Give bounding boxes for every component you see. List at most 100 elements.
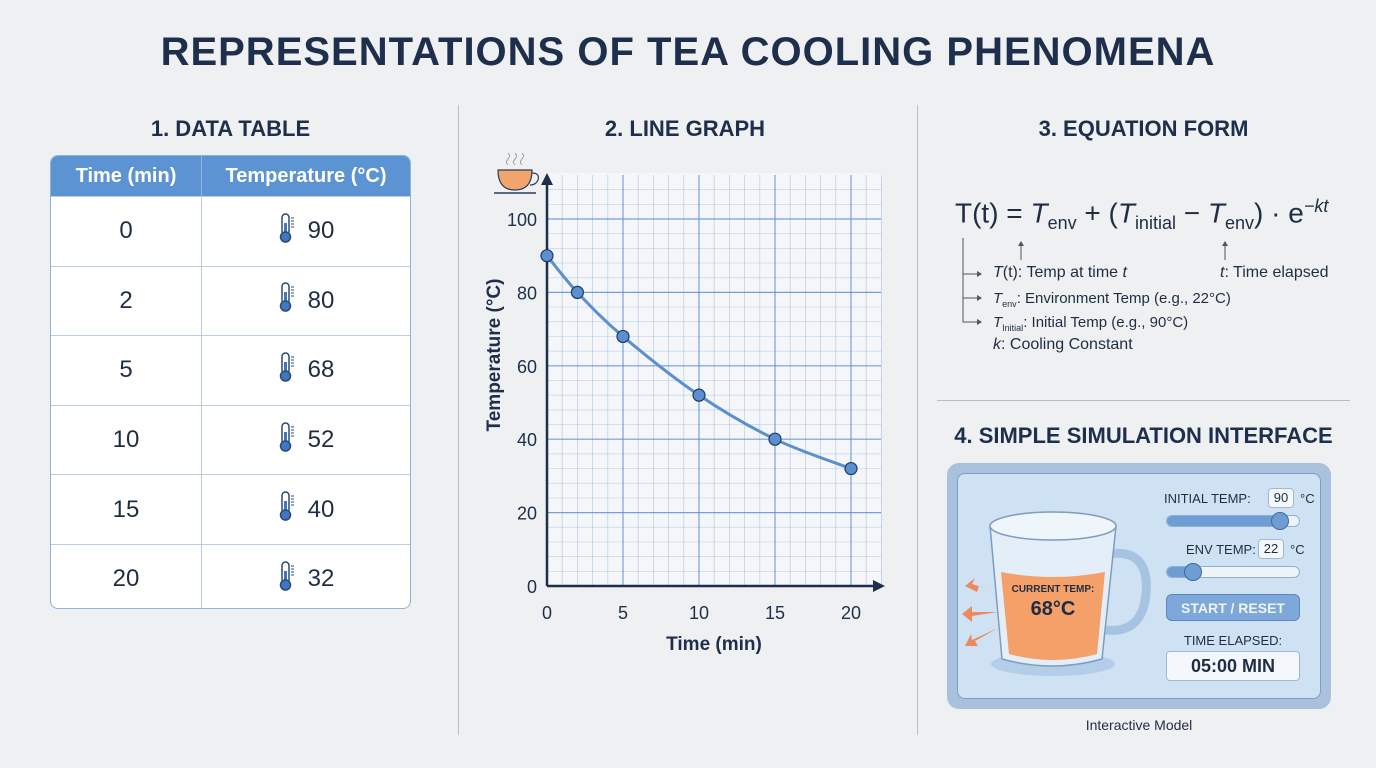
slider-handle[interactable] [1270,512,1289,530]
temperature-cell: 40 [202,475,410,544]
n: Initial [1002,323,1024,333]
note-t: t: Time elapsed [1220,264,1329,282]
x-axis-arrow [873,580,885,592]
table-row: 2 80 [51,265,410,336]
cooling-equation: T(t) = Tenv + (Tinitial − Tenv) · e−kt [955,196,1328,234]
temperature-value: 32 [307,565,335,593]
slider-fill [1167,567,1194,577]
plot-area [547,173,881,586]
y-tick-label: 20 [517,504,537,524]
table-row: 20 32 [51,543,410,608]
data-point [768,432,782,446]
temperature-cell: 80 [202,267,410,336]
x-tick-label: 15 [765,603,785,623]
annotation-arrows [962,238,1228,325]
eq-op: − [1175,197,1208,229]
temperature-cell: 32 [202,545,410,608]
table-row: 5 68 [51,335,410,405]
simulation-panel: CURRENT TEMP: 68°C INITIAL TEMP: 90 °C E… [947,463,1331,709]
n: : Initial Temp (e.g., 90°C) [1023,314,1189,331]
temperature-cell: 68 [202,336,410,405]
y-tick-label: 100 [507,210,537,230]
thermometer-icon [278,421,296,459]
data-point [616,329,630,344]
temperature-value: 90 [307,217,335,245]
n: : Time elapsed [1224,264,1329,281]
env-temp-input[interactable]: 22 [1258,539,1284,559]
line-graph: 0 20 40 60 80 100 0 5 10 15 20 Time (min) Temperatur… [484,152,885,655]
note-initial: TInitial: Initial Temp (e.g., 90°C) [993,314,1188,333]
table-row: 15 40 [51,474,410,544]
eq-op: ) · e [1254,197,1304,229]
temperature-value: 40 [307,495,335,523]
section-title-equation: 3. EQUATION FORM [1038,116,1249,141]
eq-sub: env [1047,212,1077,233]
current-temp-label: CURRENT TEMP: [1011,584,1095,595]
n: env [1002,299,1017,309]
thermometer-icon [278,491,296,528]
header-time: Time (min) [51,156,202,196]
time-cell: 15 [51,475,202,544]
tea-mug-icon [962,511,1151,676]
thermometer-icon [278,352,296,389]
x-tick-label: 0 [542,603,552,623]
current-temp-value: 68°C [1030,598,1076,620]
temperature-value: 80 [307,286,335,314]
n: T [993,314,1003,331]
y-axis-arrow [541,173,553,185]
eq-term: T [1117,197,1135,229]
section-title-simulation: 4. SIMPLE SIMULATION INTERFACE [954,423,1333,448]
section-title-graph: 2. LINE GRAPH [604,116,766,141]
initial-temp-label: INITIAL TEMP: [1164,491,1251,506]
slider-handle[interactable] [1183,563,1202,581]
n: T [993,290,1003,307]
eq-term: T [1030,197,1048,229]
x-tick-label: 10 [689,603,709,623]
n: (t) [1002,264,1018,281]
y-axis-label: Temperature (°C) [484,279,505,432]
x-tick-label: 20 [841,603,861,623]
temperature-value: 52 [307,426,335,454]
eq-lhs: T(t) = [955,197,1031,229]
n: k [993,336,1001,353]
n: : Cooling Constant [1001,336,1133,353]
time-elapsed-label: TIME ELAPSED: [1183,633,1283,648]
y-tick-label: 80 [517,283,537,303]
data-point [844,461,858,476]
eq-exponent: −kt [1303,196,1329,216]
data-point [692,388,706,402]
eq-term: T [1207,197,1225,229]
temperature-cell: 52 [202,406,410,475]
y-tick-label: 40 [517,430,537,450]
divider [937,400,1350,401]
n: t [1220,264,1225,281]
data-point [570,285,585,299]
unit-label: °C [1300,491,1315,506]
start-reset-button[interactable]: START / RESET [1166,594,1300,621]
initial-temp-slider[interactable] [1166,515,1300,527]
thermometer-icon [278,282,296,319]
slider-fill [1167,516,1280,526]
data-point [540,249,554,263]
y-tick-label: 0 [527,577,537,597]
eq-sub: env [1225,212,1255,233]
n: t [1122,264,1127,281]
note-k: k: Cooling Constant [993,336,1133,354]
initial-temp-input[interactable]: 90 [1268,488,1294,508]
unit-label: °C [1290,542,1305,557]
table-row: 10 52 [51,404,410,475]
temperature-cell: 90 [202,197,410,266]
divider [917,105,918,735]
note-tt: T(t): Temp at time t [993,264,1127,282]
header-temperature: Temperature (°C) [225,164,387,187]
time-cell: 10 [51,405,202,475]
time-cell: 5 [51,336,202,405]
data-table: Time (min) Temperature (°C) 0 90 2 80 5 68 10 5… [50,155,411,609]
n: T [993,264,1003,281]
simulation-caption: Interactive Model [1085,717,1193,733]
divider [458,105,459,735]
time-cell: 2 [51,266,202,336]
time-elapsed-value: 05:00 MIN [1166,651,1300,681]
note-env: Tenv: Environment Temp (e.g., 22°C) [993,290,1231,309]
x-tick-label: 5 [618,603,628,623]
